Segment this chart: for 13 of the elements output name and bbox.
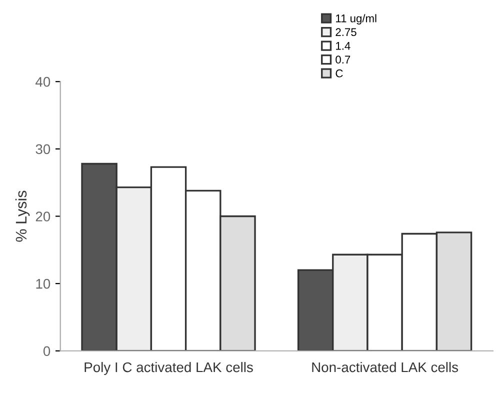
- y-axis-title: % Lysis: [15, 190, 30, 242]
- y-tick-label: 20: [36, 212, 50, 222]
- x-tick-label: Poly I C activated LAK cells: [84, 362, 253, 375]
- legend-label: 0.7: [336, 56, 350, 64]
- legend-label: 2.75: [336, 28, 356, 36]
- y-tick-label: 40: [36, 76, 50, 87]
- x-tick-label: Non-activated LAK cells: [312, 362, 458, 372]
- legend-label: C: [336, 69, 343, 78]
- y-tick-label: 30: [36, 144, 50, 154]
- legend-label: 11 ug/ml: [336, 14, 376, 24]
- legend-label: 1.4: [336, 42, 350, 50]
- y-tick-label: 10: [36, 278, 50, 289]
- y-tick-label: 0: [43, 346, 50, 356]
